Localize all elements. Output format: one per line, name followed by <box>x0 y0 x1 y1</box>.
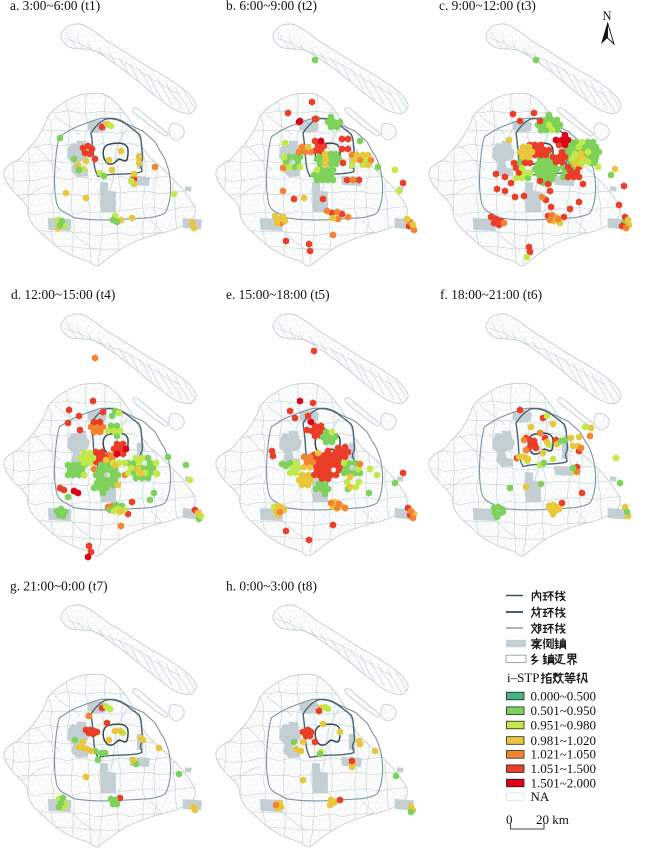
svg-text:d. 12:00~15:00 (t4): d. 12:00~15:00 (t4) <box>11 287 115 302</box>
svg-text:h. 0:00~3:00 (t8): h. 0:00~3:00 (t8) <box>226 579 317 594</box>
svg-text:e. 15:00~18:00 (t5): e. 15:00~18:00 (t5) <box>226 287 330 302</box>
svg-text:a. 3:00~6:00 (t1): a. 3:00~6:00 (t1) <box>10 0 100 13</box>
svg-text:1.501~2.000: 1.501~2.000 <box>531 775 597 790</box>
svg-text:f. 18:00~21:00 (t6): f. 18:00~21:00 (t6) <box>440 287 542 302</box>
svg-text:i–STP: i–STP <box>507 670 540 685</box>
svg-text:0.501~0.950: 0.501~0.950 <box>531 703 597 718</box>
svg-text:20 km: 20 km <box>536 812 569 827</box>
svg-text:b. 6:00~9:00 (t2): b. 6:00~9:00 (t2) <box>226 0 317 13</box>
svg-text:g. 21:00~0:00 (t7): g. 21:00~0:00 (t7) <box>10 579 108 594</box>
svg-text:0.981~1.020: 0.981~1.020 <box>531 733 597 748</box>
svg-text:0.000~0.500: 0.000~0.500 <box>531 688 597 703</box>
svg-text:0.951~0.980: 0.951~0.980 <box>531 717 597 732</box>
svg-text:1.051~1.500: 1.051~1.500 <box>531 761 597 776</box>
svg-text:0: 0 <box>506 812 513 827</box>
svg-text:N: N <box>603 9 612 23</box>
svg-text:NA: NA <box>531 789 550 804</box>
svg-text:c. 9:00~12:00 (t3): c. 9:00~12:00 (t3) <box>439 0 536 13</box>
svg-text:1.021~1.050: 1.021~1.050 <box>531 747 597 762</box>
